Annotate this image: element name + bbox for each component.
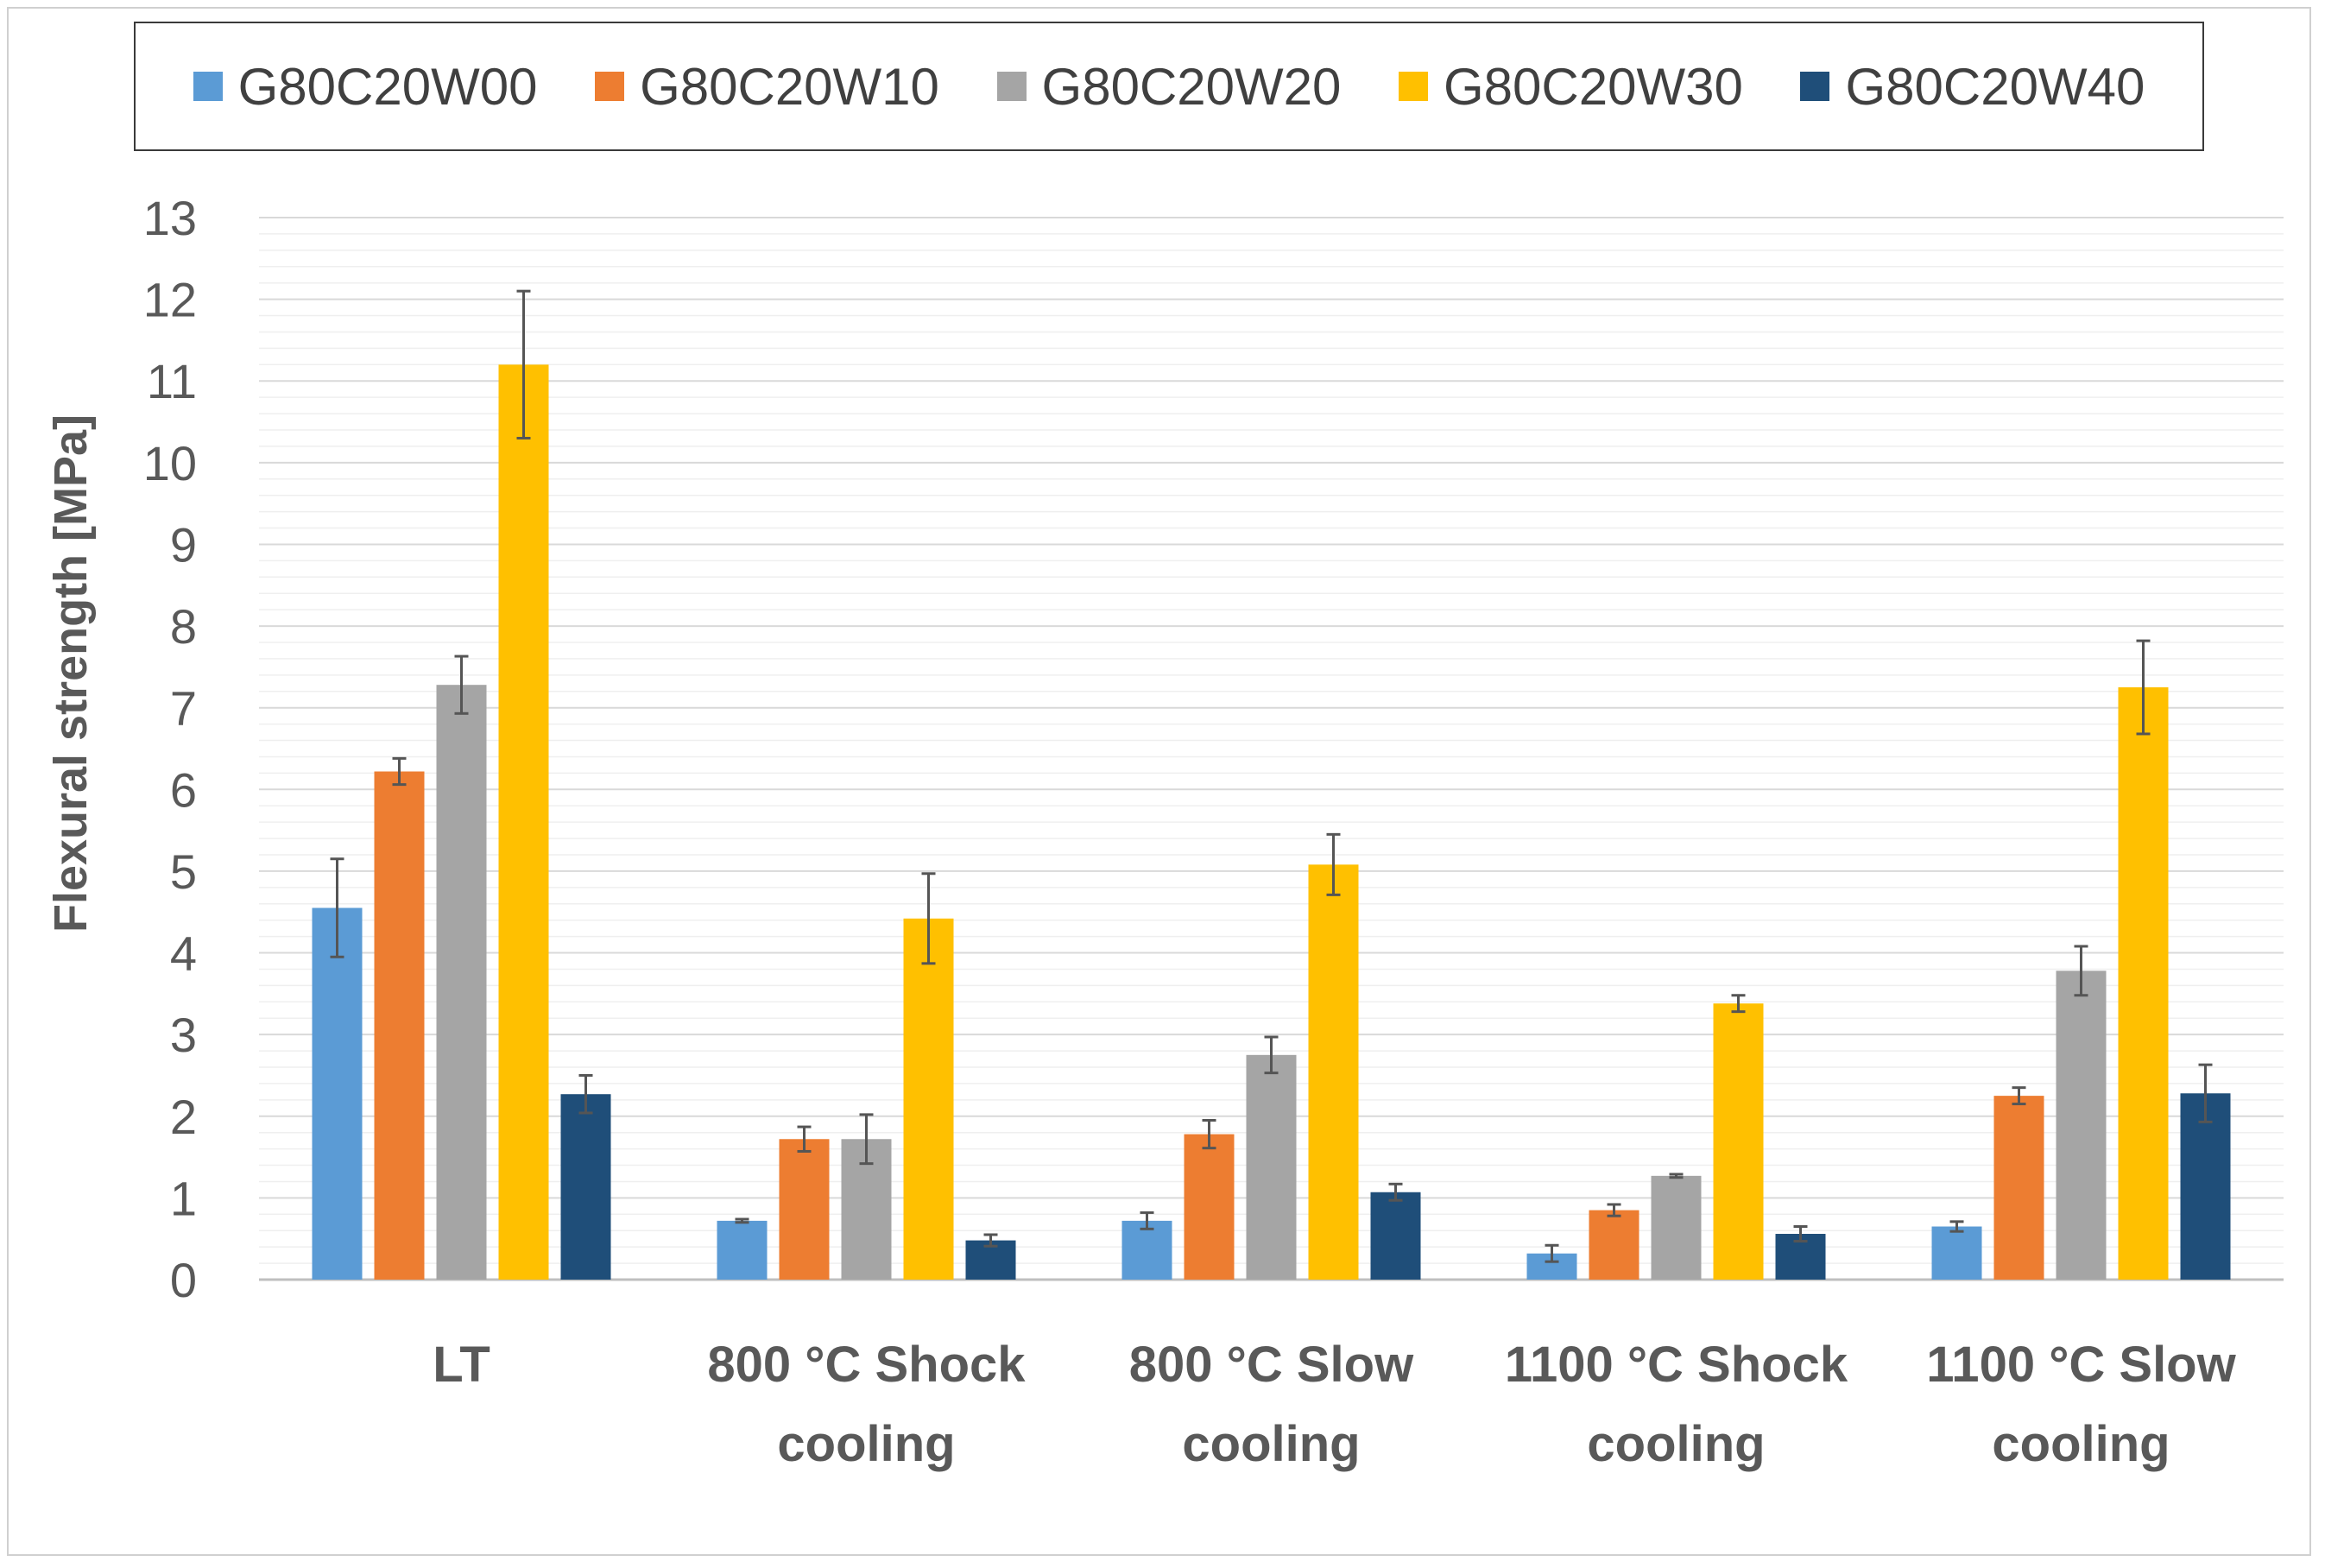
legend-swatch bbox=[996, 72, 1027, 101]
bar bbox=[903, 918, 954, 1280]
y-tick-label: 9 bbox=[170, 517, 197, 572]
legend-label: G80C20W10 bbox=[640, 57, 939, 116]
legend-swatch bbox=[193, 72, 223, 101]
category-label: cooling bbox=[1182, 1416, 1360, 1472]
bar bbox=[312, 907, 363, 1280]
legend-item: G80C20W10 bbox=[595, 57, 939, 117]
legend-swatch bbox=[595, 72, 625, 101]
bar bbox=[1993, 1096, 2044, 1280]
bar bbox=[1308, 864, 1359, 1280]
y-tick-label: 0 bbox=[170, 1253, 197, 1307]
legend-label: G80C20W40 bbox=[1845, 57, 2145, 116]
category-label: 800 °C Slow bbox=[1129, 1337, 1414, 1393]
category-label: cooling bbox=[1992, 1416, 2170, 1472]
y-tick-label: 5 bbox=[170, 844, 197, 899]
bar bbox=[1121, 1220, 1172, 1280]
category-label: cooling bbox=[777, 1416, 955, 1472]
y-tick-label: 4 bbox=[170, 926, 197, 981]
y-tick-label: 8 bbox=[170, 599, 197, 654]
bar bbox=[436, 685, 487, 1280]
y-tick-label: 11 bbox=[147, 354, 197, 408]
y-tick-label: 7 bbox=[170, 681, 197, 736]
bar bbox=[2180, 1093, 2231, 1280]
legend-label: G80C20W20 bbox=[1041, 57, 1342, 116]
legend-swatch bbox=[1800, 72, 1830, 101]
y-tick-label: 2 bbox=[170, 1090, 197, 1144]
legend-item: G80C20W00 bbox=[193, 57, 538, 117]
category-label: 1100 °C Shock bbox=[1505, 1337, 1848, 1393]
bar bbox=[1370, 1192, 1421, 1280]
bar bbox=[1184, 1134, 1235, 1280]
x-axis: LT 800 °C Shock cooling 800 °C Slow cooling 1… bbox=[433, 1337, 2236, 1472]
legend: G80C20W00 G80C20W10 G80C20W20 G80C20W30 … bbox=[134, 22, 2204, 151]
error-bars bbox=[330, 289, 2213, 1263]
category-label: 1100 °C Slow bbox=[1926, 1337, 2236, 1393]
bars bbox=[312, 364, 2231, 1280]
bar bbox=[1651, 1175, 1702, 1280]
legend-swatch bbox=[1399, 72, 1429, 101]
category-label: cooling bbox=[1587, 1416, 1765, 1472]
y-tick-label: 12 bbox=[143, 273, 197, 327]
legend-item: G80C20W20 bbox=[996, 57, 1342, 117]
category-label: LT bbox=[433, 1337, 490, 1393]
y-tick-label: 13 bbox=[143, 191, 197, 245]
y-axis-title: Flexural strength [MPa] bbox=[45, 414, 97, 933]
legend-item: G80C20W30 bbox=[1399, 57, 1743, 117]
category-label: 800 °C Shock bbox=[707, 1337, 1026, 1393]
chart-frame bbox=[7, 7, 2311, 1556]
y-tick-label: 6 bbox=[170, 762, 197, 817]
bar bbox=[498, 364, 549, 1280]
bar bbox=[374, 771, 425, 1280]
bar bbox=[717, 1220, 768, 1280]
legend-item: G80C20W40 bbox=[1800, 57, 2145, 117]
legend-label: G80C20W00 bbox=[237, 57, 538, 116]
bar bbox=[1246, 1054, 1297, 1280]
y-tick-label: 3 bbox=[170, 1008, 197, 1062]
y-tick-label: 10 bbox=[143, 436, 197, 490]
y-tick-label: 1 bbox=[170, 1171, 197, 1225]
bar bbox=[779, 1139, 830, 1280]
bar bbox=[1713, 1003, 1764, 1280]
bar bbox=[1931, 1226, 1982, 1280]
bar bbox=[2118, 687, 2169, 1280]
bar bbox=[1589, 1210, 1640, 1280]
bar bbox=[560, 1094, 611, 1280]
legend-label: G80C20W30 bbox=[1444, 57, 1743, 116]
bar bbox=[2056, 971, 2107, 1280]
